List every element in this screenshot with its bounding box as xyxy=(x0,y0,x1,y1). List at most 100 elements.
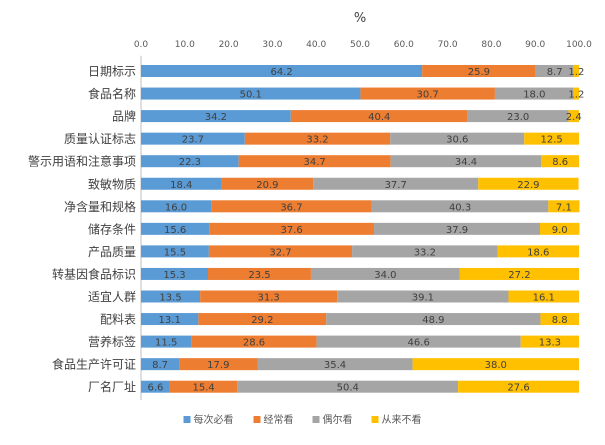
data-label: 50.4 xyxy=(337,383,359,394)
bar-segment xyxy=(326,313,541,326)
data-label: 2.4 xyxy=(566,112,582,123)
bar-segment xyxy=(540,222,580,235)
bar-segment xyxy=(313,177,479,190)
bar-segment xyxy=(573,87,579,100)
bar-segment xyxy=(208,267,311,280)
x-tick-label: 70.0 xyxy=(438,40,458,50)
bar-segment xyxy=(237,380,459,393)
bar-segment xyxy=(535,65,574,77)
bar-segment xyxy=(337,290,509,303)
bar-segment xyxy=(459,267,579,280)
data-label: 11.5 xyxy=(155,338,177,349)
category-label: 致敏物质 xyxy=(88,176,136,191)
x-tick-label: 50.0 xyxy=(350,40,370,50)
data-label: 35.4 xyxy=(324,360,346,371)
data-label: 34.0 xyxy=(374,270,396,281)
bar-segment xyxy=(141,132,245,145)
data-label: 8.8 xyxy=(552,315,568,326)
data-label: 40.4 xyxy=(368,112,390,123)
data-label: 23.0 xyxy=(507,112,529,123)
category-label: 厂名厂址 xyxy=(88,379,136,394)
bar-segment xyxy=(310,267,460,280)
bar-segment xyxy=(221,177,314,190)
legend-label: 经常看 xyxy=(264,413,294,426)
x-tick-label: 60.0 xyxy=(394,40,414,50)
data-label: 1.2 xyxy=(568,90,584,101)
bar-segment xyxy=(141,358,180,371)
data-label: 15.6 xyxy=(164,225,186,236)
bar-segment xyxy=(540,313,579,326)
data-label: 12.5 xyxy=(540,135,562,146)
legend-label: 从来不看 xyxy=(382,413,422,426)
category-label: 质量认证标志 xyxy=(64,132,136,146)
bar-segment xyxy=(412,358,579,371)
data-label: 18.6 xyxy=(527,247,549,258)
data-label: 15.4 xyxy=(193,383,215,394)
x-tick-label: 90.0 xyxy=(525,40,545,50)
data-label: 13.5 xyxy=(159,293,181,304)
data-label: 6.6 xyxy=(148,383,164,394)
data-label: 37.6 xyxy=(281,225,303,236)
bar-segment xyxy=(169,380,238,393)
bar-segment xyxy=(568,110,579,123)
bar-segment xyxy=(257,358,413,371)
data-label: 8.6 xyxy=(552,157,568,168)
bar-segment xyxy=(141,245,209,258)
bar-segment xyxy=(422,65,536,77)
bar-segment xyxy=(141,290,201,303)
data-label: 46.6 xyxy=(408,338,430,349)
data-label: 50.1 xyxy=(240,90,262,101)
data-label: 18.4 xyxy=(170,180,192,191)
data-label: 13.1 xyxy=(159,315,181,326)
data-label: 33.2 xyxy=(414,247,436,258)
bar-segment xyxy=(316,335,521,348)
data-label: 30.6 xyxy=(446,135,468,146)
bar-segment xyxy=(211,200,372,213)
category-label: 转基因食品标识 xyxy=(52,266,136,281)
data-label: 36.7 xyxy=(280,202,302,213)
data-label: 32.7 xyxy=(269,247,291,258)
data-label: 34.7 xyxy=(304,157,326,168)
x-tick-label: 40.0 xyxy=(306,40,326,50)
data-label: 28.6 xyxy=(243,338,265,349)
bar-segment xyxy=(541,155,579,168)
bar-segment xyxy=(141,177,222,190)
data-label: 18.0 xyxy=(523,90,545,101)
data-label: 16.1 xyxy=(533,293,555,304)
data-label: 40.3 xyxy=(449,202,471,213)
bar-segment xyxy=(524,132,579,145)
legend-swatch xyxy=(183,416,191,423)
legend-swatch xyxy=(371,416,379,423)
data-label: 39.1 xyxy=(412,293,434,304)
data-label: 1.2 xyxy=(568,67,584,78)
bar-segment xyxy=(290,110,468,123)
data-label: 8.7 xyxy=(152,360,168,371)
data-label: 37.7 xyxy=(385,180,407,191)
bar-segment xyxy=(244,132,391,145)
bar-segment xyxy=(141,380,170,393)
data-label: 7.1 xyxy=(556,202,572,213)
data-label: 13.3 xyxy=(539,338,561,349)
category-label: 食品名称 xyxy=(88,86,136,101)
data-label: 17.9 xyxy=(207,360,229,371)
bar-segment xyxy=(360,87,495,100)
bar-segment xyxy=(352,245,498,258)
bar-segment xyxy=(494,87,574,100)
bar-segment xyxy=(200,290,338,303)
data-label: 22.9 xyxy=(517,180,539,191)
data-label: 33.2 xyxy=(306,135,328,146)
bar-segment xyxy=(508,290,579,303)
data-label: 29.2 xyxy=(251,315,273,326)
bar-segment xyxy=(371,200,549,213)
chart-title: % xyxy=(354,11,366,26)
data-label: 23.7 xyxy=(182,135,204,146)
data-label: 9.0 xyxy=(552,225,568,236)
data-label: 27.2 xyxy=(508,270,530,281)
data-label: 23.5 xyxy=(248,270,270,281)
bar-segment xyxy=(198,313,327,326)
bar-segment xyxy=(520,335,579,348)
category-label: 配料表 xyxy=(100,313,136,327)
x-tick-label: 30.0 xyxy=(262,40,282,50)
